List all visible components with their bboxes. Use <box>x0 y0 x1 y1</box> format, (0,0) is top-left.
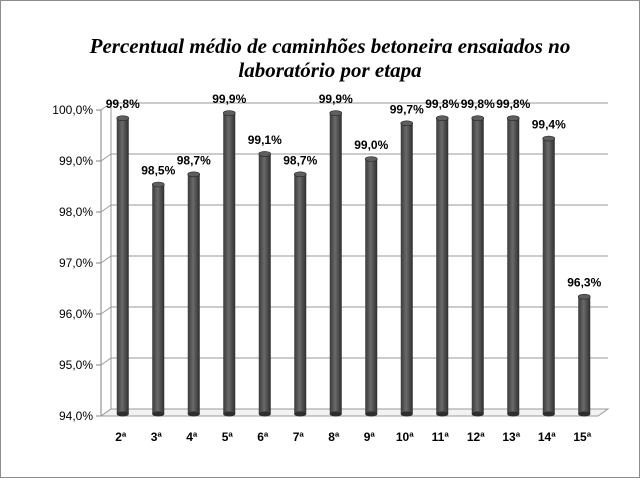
data-label: 99,0% <box>354 138 388 152</box>
x-tick-label: 6ª <box>257 430 269 444</box>
data-label: 98,7% <box>177 153 211 167</box>
y-tick-label: 97,0% <box>59 256 93 270</box>
bar <box>116 115 130 417</box>
gridline <box>100 306 608 315</box>
data-label: 98,5% <box>141 164 175 178</box>
gridline <box>100 204 608 213</box>
data-label: 99,8% <box>425 97 459 111</box>
data-label: 96,3% <box>567 276 601 290</box>
gridline <box>100 357 608 366</box>
x-tick-label: 10ª <box>396 430 414 444</box>
y-tick-label: 100,0% <box>52 103 93 117</box>
x-tick-label: 5ª <box>222 430 234 444</box>
bar <box>506 115 520 417</box>
bar <box>329 110 343 417</box>
data-label: 99,8% <box>496 97 530 111</box>
x-tick-label: 12ª <box>467 430 485 444</box>
x-tick-label: 15ª <box>573 430 591 444</box>
chart-title: Percentual médio de caminhões betoneira … <box>89 34 571 82</box>
data-label: 99,8% <box>461 97 495 111</box>
y-tick-label: 98,0% <box>59 205 93 219</box>
bar <box>151 181 165 417</box>
bar <box>435 115 449 417</box>
x-tick-label: 3ª <box>151 430 163 444</box>
data-label: 99,9% <box>319 92 353 106</box>
chart-floor <box>99 408 610 417</box>
bar <box>293 171 307 417</box>
bar <box>187 171 201 417</box>
bar <box>400 120 414 417</box>
x-tick-label: 9ª <box>364 430 376 444</box>
y-tick-label: 99,0% <box>59 154 93 168</box>
bar <box>577 293 591 417</box>
data-label: 99,7% <box>390 102 424 116</box>
x-tick-label: 14ª <box>538 430 556 444</box>
x-tick-label: 7ª <box>293 430 305 444</box>
bar <box>471 115 485 417</box>
x-tick-label: 13ª <box>502 430 520 444</box>
bar <box>222 110 236 417</box>
gridline <box>100 255 608 264</box>
data-label: 99,4% <box>532 118 566 132</box>
data-label: 99,9% <box>212 92 246 106</box>
bar <box>364 156 378 417</box>
x-tick-label: 11ª <box>432 430 450 444</box>
gridline <box>100 102 608 111</box>
y-tick-label: 95,0% <box>59 358 93 372</box>
bar <box>258 151 272 417</box>
y-tick-label: 94,0% <box>59 409 93 423</box>
data-label: 99,1% <box>248 133 282 147</box>
data-label: 98,7% <box>283 153 317 167</box>
bar <box>542 135 556 417</box>
x-tick-label: 2ª <box>115 430 127 444</box>
x-tick-label: 8ª <box>328 430 340 444</box>
y-tick-label: 96,0% <box>59 307 93 321</box>
data-label: 99,8% <box>106 97 140 111</box>
x-tick-label: 4ª <box>186 430 198 444</box>
